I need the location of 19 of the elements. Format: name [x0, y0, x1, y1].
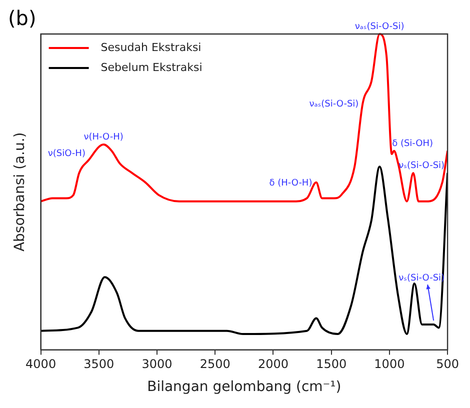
annotation: δ (Si-OH) — [392, 138, 434, 149]
x-tick-label: 1500 — [316, 357, 347, 372]
annotation: ν(H-O-H) — [84, 132, 124, 143]
x-tick-label: 3500 — [84, 357, 114, 372]
annotation: ν(SiO-H) — [48, 148, 86, 159]
x-tick-label: 500 — [436, 357, 459, 372]
annotation: δ (H-O-H) — [269, 178, 312, 188]
legend-label: Sesudah Ekstraksi — [100, 40, 202, 54]
x-tick-label: 2000 — [258, 357, 288, 372]
chart-title: (b) — [8, 6, 36, 30]
x-tick-label: 4000 — [26, 357, 56, 372]
annotation: νₐₛ(Si-O-Si) — [354, 22, 404, 32]
legend-label: Sebelum Ekstraksi — [100, 60, 202, 74]
x-axis-title: Bilangan gelombang (cm⁻¹) — [147, 379, 342, 396]
y-axis-title: Absorbansi (a.u.) — [12, 132, 28, 252]
annotation: νₐₛ(Si-O-Si) — [309, 99, 359, 110]
x-tick-label: 3000 — [142, 357, 172, 372]
x-tick-label: 1000 — [374, 357, 405, 372]
x-tick-label: 2500 — [200, 357, 230, 372]
